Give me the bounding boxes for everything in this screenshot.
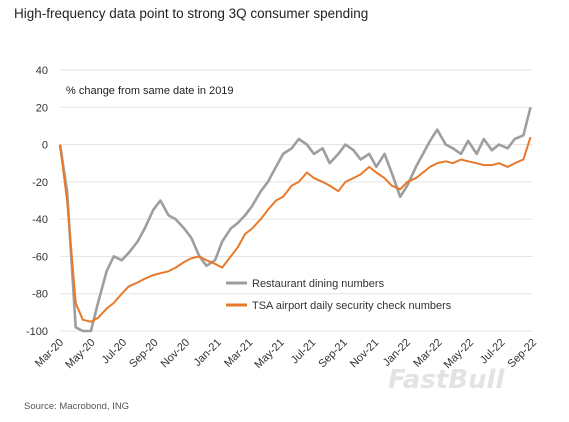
- x-tick-label: Jul-22: [478, 337, 508, 367]
- x-tick-label: Sep-20: [127, 337, 161, 371]
- series-line-tsa: [59, 136, 532, 323]
- x-tick-label: Jan-21: [192, 337, 224, 369]
- x-tick-label: Sep-22: [506, 337, 540, 371]
- y-tick-label: 40: [36, 65, 48, 77]
- source-note: Source: Macrobond, ING: [24, 401, 130, 412]
- y-tick-label: 0: [42, 140, 48, 152]
- gridlines: [60, 69, 533, 332]
- y-tick-label: -100: [26, 326, 48, 338]
- x-tick-label: Jul-20: [100, 337, 130, 367]
- x-tick-label: Jul-21: [289, 337, 319, 367]
- chart-title: High-frequency data point to strong 3Q c…: [14, 6, 369, 21]
- y-tick-label: -20: [32, 177, 48, 189]
- x-tick-label: Nov-21: [348, 337, 382, 371]
- x-tick-label: May-20: [63, 337, 97, 371]
- x-tick-label: Sep-21: [316, 337, 350, 371]
- chart-annotation: % change from same date in 2019: [66, 85, 234, 97]
- series-lines: [58, 106, 532, 333]
- legend-label-restaurant: Restaurant dining numbers: [252, 278, 385, 290]
- watermark-logo: FastBull: [388, 365, 505, 395]
- legend: Restaurant dining numbers TSA airport da…: [226, 278, 452, 312]
- x-tick-label: Mar-20: [33, 337, 66, 370]
- y-tick-label: -60: [32, 251, 48, 263]
- y-tick-label: -80: [32, 289, 48, 301]
- x-tick-label: Mar-21: [222, 337, 255, 370]
- y-tick-label: -40: [32, 214, 48, 226]
- x-tick-label: Nov-20: [159, 337, 193, 371]
- series-line-restaurant: [58, 106, 532, 333]
- y-tick-label: 20: [36, 102, 48, 114]
- x-tick-label: May-21: [252, 337, 286, 371]
- legend-label-tsa: TSA airport daily security check numbers: [252, 300, 452, 312]
- y-axis-tick-labels: 40 20 0 -20 -40 -60 -80 -100: [26, 65, 48, 338]
